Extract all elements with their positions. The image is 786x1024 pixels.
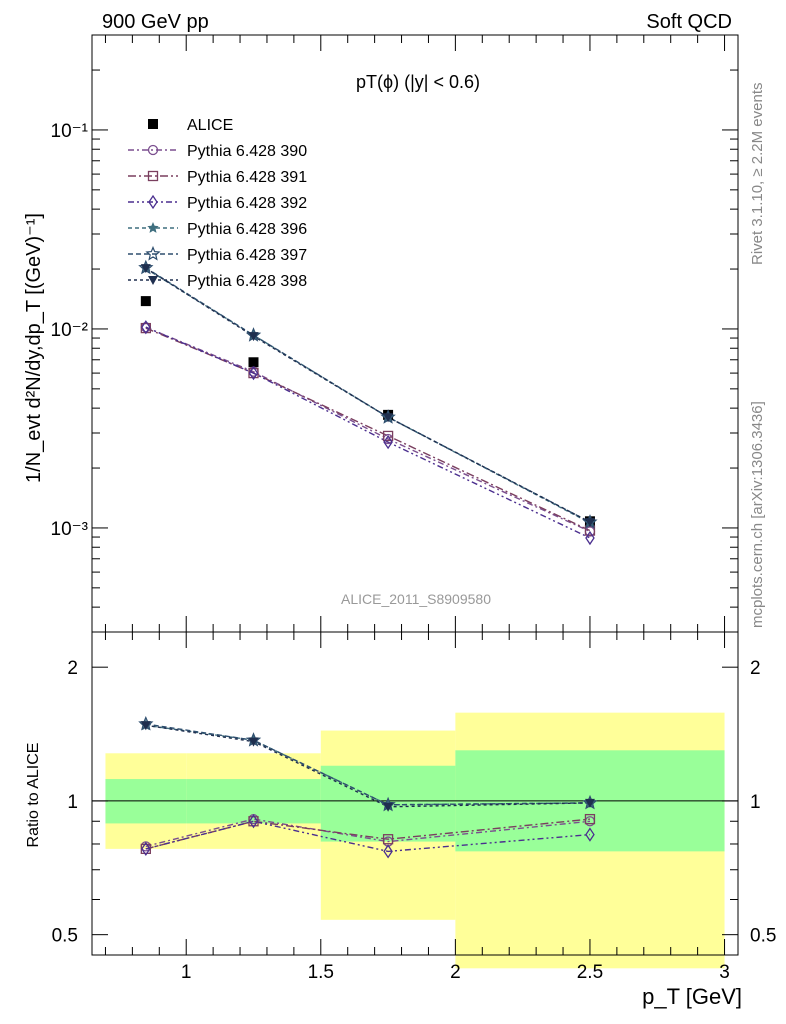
legend-marker <box>148 194 158 210</box>
data-point <box>585 530 595 546</box>
alice-data-point <box>140 296 151 307</box>
legend-marker <box>147 170 159 182</box>
header-left: 900 GeV pp <box>102 11 209 33</box>
data-point <box>248 365 259 381</box>
legend-marker <box>148 276 158 285</box>
data-point <box>248 332 259 342</box>
ratio-bands <box>105 712 725 969</box>
legend-marker <box>145 245 161 261</box>
series-line <box>145 267 591 523</box>
ratio-y-tick-label-right: 2 <box>750 658 761 679</box>
ratio-data-point <box>248 737 259 747</box>
series-line <box>145 267 591 523</box>
ratio-y-tick-label-right: 1 <box>750 792 761 813</box>
ratio-series-line <box>145 818 591 850</box>
legend-label: Pythia 6.428 397 <box>187 247 307 264</box>
ratio-y-tick-label-right: 0.5 <box>750 926 776 947</box>
ratio-markers <box>138 715 598 859</box>
ratio-plot-frame <box>91 631 739 956</box>
data-point <box>383 434 393 450</box>
data-point <box>382 430 394 442</box>
main-plot-title: pT(ϕ) (|y| < 0.6) <box>356 72 480 92</box>
ratio-data-point <box>248 814 259 829</box>
legend-label: Pythia 6.428 391 <box>187 169 307 186</box>
legend-label: Pythia 6.428 390 <box>187 143 307 160</box>
ratio-data-point <box>141 841 151 857</box>
main-y-axis-label: 1/N_evt d²N/dy,dp_T [(GeV)⁻¹] <box>23 213 45 483</box>
legend-label: ALICE <box>187 117 233 134</box>
series-line <box>145 326 591 539</box>
legend-label: Pythia 6.428 396 <box>187 221 307 238</box>
ratio-data-point <box>383 844 393 859</box>
x-axis-label: p_T [GeV] <box>642 984 742 1009</box>
ratio-y-axis-label: Ratio to ALICE <box>25 743 42 848</box>
legend-marker <box>147 222 159 233</box>
x-tick-label: 1.5 <box>308 962 334 983</box>
main-plot-panel: 10⁻³ 10⁻² 10⁻¹ pT(ϕ) (|y| < 0.6) ALICE_201… <box>23 34 739 633</box>
ratio-data-point <box>383 802 394 812</box>
ratio-series-line <box>145 724 591 806</box>
data-point <box>584 518 595 528</box>
x-tick-label: 1 <box>181 962 192 983</box>
data-point <box>140 264 151 274</box>
ratio-plot-panel: 0.5 0.5 1 1 2 2 1 1.5 2 2.5 3 Ratio to ALICE p_T [… <box>25 631 776 1009</box>
series-line <box>145 326 591 533</box>
legend-label: Pythia 6.428 398 <box>187 273 307 290</box>
ratio-data-point <box>382 834 394 845</box>
series-line <box>145 268 591 524</box>
main-plot-markers <box>138 259 598 546</box>
data-point <box>383 413 394 423</box>
legend: ALICE Pythia 6.428 390 Pythia 6.428 391 Pyt… <box>128 117 307 290</box>
ratio-data-point <box>140 721 151 731</box>
ratio-data-point <box>584 798 595 808</box>
x-tick-label: 2 <box>450 962 461 983</box>
main-plot-ticks: 10⁻³ 10⁻² 10⁻¹ <box>51 35 738 633</box>
data-point <box>141 320 151 335</box>
x-tick-label: 3 <box>719 962 730 983</box>
mcplots-label: mcplots.cern.ch [arXiv:1306.3436] <box>749 401 766 628</box>
main-plot-lines <box>145 267 591 539</box>
ratio-series-line <box>145 724 591 808</box>
ratio-y-tick-label: 2 <box>67 658 78 679</box>
y-tick-label: 10⁻³ <box>51 519 89 540</box>
ratio-plot-ticks: 0.5 0.5 1 1 2 2 1 1.5 2 2.5 3 <box>52 632 776 983</box>
rivet-label: Rivet 3.1.10, ≥ 2.2M events <box>749 83 766 266</box>
y-tick-label: 10⁻² <box>51 320 89 341</box>
ratio-y-tick-label: 0.5 <box>52 926 78 947</box>
header-right: Soft QCD <box>646 11 732 33</box>
legend-marker <box>148 119 158 129</box>
ratio-data-point <box>585 827 595 842</box>
x-tick-label: 2.5 <box>577 962 603 983</box>
y-tick-label: 10⁻¹ <box>51 121 89 142</box>
analysis-label: ALICE_2011_S8909580 <box>341 591 491 607</box>
alice-data-point <box>248 357 259 368</box>
ratio-y-tick-label: 1 <box>67 792 78 813</box>
ratio-lines <box>145 723 591 853</box>
legend-label: Pythia 6.428 392 <box>187 195 307 212</box>
ratio-series-line <box>145 820 591 853</box>
ratio-data-point <box>584 813 596 825</box>
legend-marker <box>147 144 159 156</box>
